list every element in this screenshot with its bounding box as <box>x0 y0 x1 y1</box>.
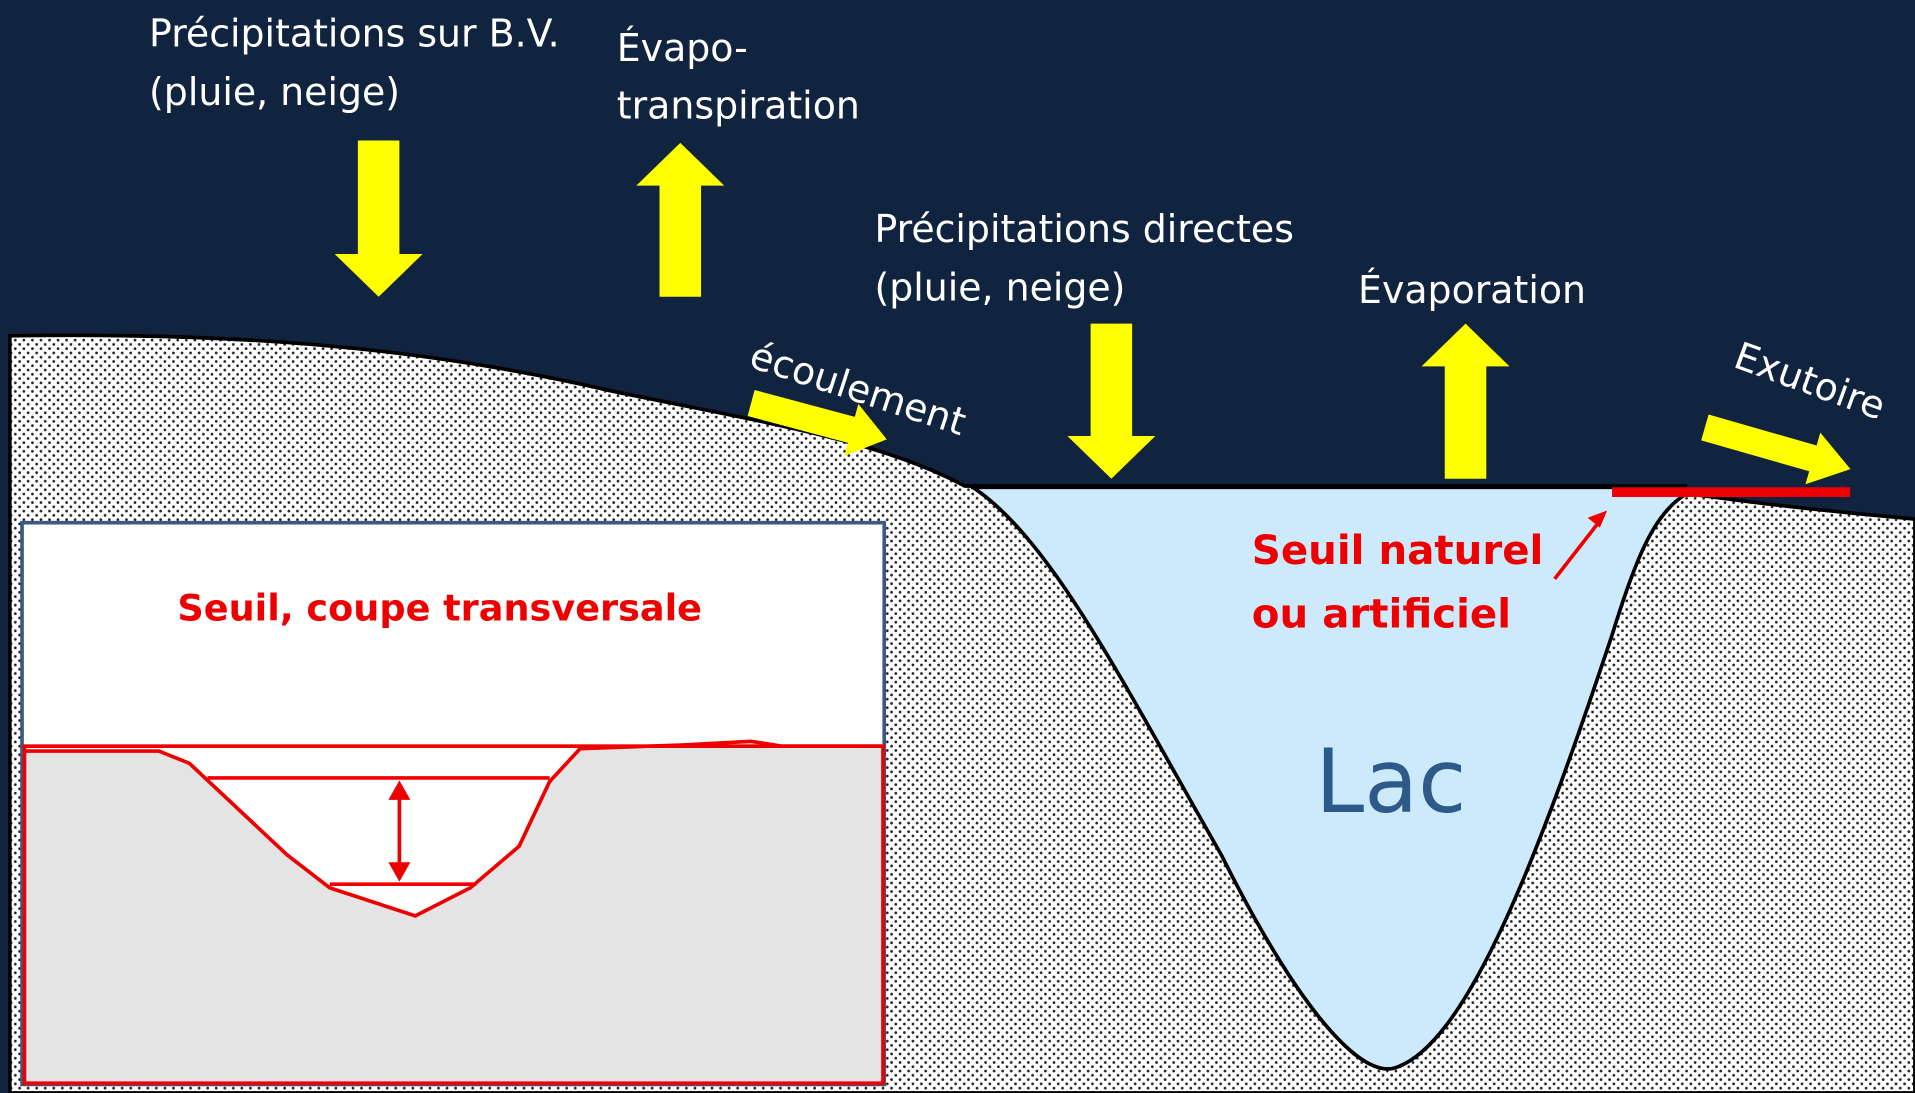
inset-outline <box>22 744 885 1086</box>
arrow-exutoire <box>1701 414 1851 485</box>
label: Évaporation <box>1358 268 1586 312</box>
inset-arrowhead <box>388 862 411 882</box>
label: transpiration <box>617 83 860 127</box>
label: Évapo- <box>617 26 748 70</box>
seuil-pointer <box>1553 516 1604 580</box>
lake-label: Lac <box>1315 730 1466 833</box>
arrow-ecoulement <box>747 390 887 456</box>
arrow-up <box>1421 323 1510 479</box>
arrow-up <box>636 142 725 297</box>
inset: Seuil, coupe transversale <box>20 520 887 1087</box>
lake <box>964 484 1688 1071</box>
inset-profile <box>24 739 882 918</box>
inset-arrowhead <box>388 780 411 800</box>
inset-ground <box>24 741 882 1083</box>
label: Seuil naturel <box>1252 527 1544 574</box>
label: ou artificiel <box>1252 591 1511 638</box>
arrow-down <box>334 140 423 297</box>
inset-title: Seuil, coupe transversale <box>177 586 702 629</box>
label: Précipitations directes <box>874 207 1293 251</box>
label: (pluie, neige) <box>149 70 400 114</box>
seuil-pointer-head <box>1587 510 1608 528</box>
label: Précipitations sur B.V. <box>149 11 560 55</box>
arrow-down <box>1067 323 1156 479</box>
label: (pluie, neige) <box>874 265 1125 309</box>
